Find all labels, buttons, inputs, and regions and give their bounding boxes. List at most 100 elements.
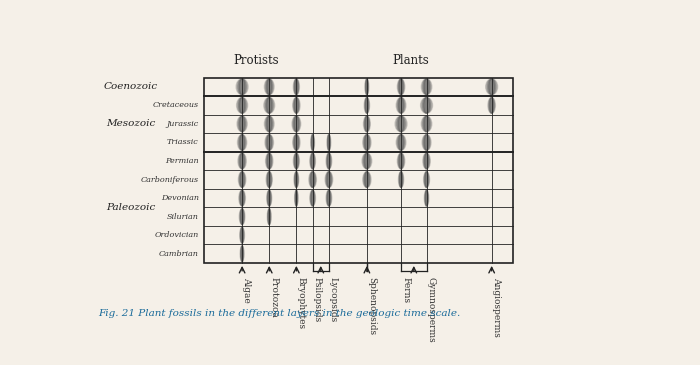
Ellipse shape (327, 135, 331, 150)
Ellipse shape (399, 153, 403, 169)
Ellipse shape (425, 172, 428, 188)
Ellipse shape (293, 97, 299, 113)
Ellipse shape (312, 190, 314, 206)
Ellipse shape (424, 97, 430, 113)
Ellipse shape (423, 116, 430, 132)
Ellipse shape (267, 153, 271, 169)
Ellipse shape (310, 190, 316, 206)
Ellipse shape (398, 97, 405, 113)
Text: Cretaceous: Cretaceous (153, 101, 199, 110)
Ellipse shape (294, 116, 298, 132)
Ellipse shape (240, 227, 244, 243)
Text: Angiosperms: Angiosperms (491, 277, 500, 337)
Ellipse shape (267, 116, 272, 132)
Ellipse shape (236, 79, 248, 95)
Ellipse shape (398, 135, 405, 150)
Ellipse shape (363, 153, 370, 169)
Ellipse shape (310, 172, 316, 188)
Ellipse shape (241, 246, 243, 262)
Ellipse shape (424, 116, 429, 132)
Ellipse shape (488, 97, 496, 113)
Ellipse shape (309, 172, 316, 188)
Ellipse shape (241, 190, 244, 206)
Ellipse shape (239, 227, 244, 243)
Ellipse shape (365, 153, 370, 169)
Ellipse shape (421, 116, 432, 132)
Ellipse shape (425, 153, 428, 169)
Ellipse shape (295, 79, 298, 95)
Text: Gymnosperms: Gymnosperms (426, 277, 435, 343)
Ellipse shape (293, 97, 300, 113)
Ellipse shape (239, 172, 245, 188)
Ellipse shape (240, 172, 244, 188)
Ellipse shape (424, 190, 429, 206)
Ellipse shape (268, 209, 271, 224)
Ellipse shape (267, 97, 272, 113)
Ellipse shape (398, 153, 404, 169)
Ellipse shape (265, 116, 274, 132)
Ellipse shape (240, 153, 244, 169)
Ellipse shape (265, 79, 273, 95)
Ellipse shape (362, 153, 372, 169)
Ellipse shape (328, 135, 330, 150)
Text: Protists: Protists (233, 54, 279, 67)
Ellipse shape (265, 79, 274, 95)
Ellipse shape (293, 153, 300, 169)
Ellipse shape (240, 209, 244, 224)
Ellipse shape (241, 246, 244, 262)
Ellipse shape (310, 153, 316, 169)
Ellipse shape (422, 135, 431, 150)
Text: Ordovician: Ordovician (155, 231, 199, 239)
Ellipse shape (396, 97, 406, 113)
Ellipse shape (327, 190, 331, 206)
Ellipse shape (327, 172, 331, 188)
Text: Mesozoic: Mesozoic (106, 119, 155, 128)
Text: Triassic: Triassic (167, 138, 199, 146)
Ellipse shape (239, 190, 246, 206)
Ellipse shape (237, 97, 248, 113)
Ellipse shape (399, 172, 403, 188)
Ellipse shape (423, 153, 430, 169)
Ellipse shape (365, 79, 369, 95)
Ellipse shape (294, 172, 299, 188)
Ellipse shape (241, 227, 244, 243)
Ellipse shape (421, 97, 433, 113)
Ellipse shape (267, 190, 271, 206)
Ellipse shape (365, 135, 369, 150)
Ellipse shape (267, 209, 271, 224)
Ellipse shape (426, 190, 428, 206)
Ellipse shape (400, 172, 402, 188)
Ellipse shape (363, 135, 371, 150)
Text: Algae: Algae (242, 277, 251, 303)
Ellipse shape (240, 246, 244, 262)
Ellipse shape (267, 135, 272, 150)
Ellipse shape (295, 172, 298, 188)
Ellipse shape (311, 190, 315, 206)
Ellipse shape (295, 190, 298, 206)
Ellipse shape (311, 153, 315, 169)
Ellipse shape (239, 116, 244, 132)
Ellipse shape (295, 172, 298, 188)
Ellipse shape (364, 172, 370, 188)
Text: Sphenopsids: Sphenopsids (367, 277, 376, 335)
Ellipse shape (265, 135, 274, 150)
Ellipse shape (311, 135, 314, 150)
Text: Fig. 21 Plant fossils in the different layers in the geologic time scale.: Fig. 21 Plant fossils in the different l… (98, 309, 461, 318)
Ellipse shape (424, 172, 430, 188)
Ellipse shape (424, 172, 429, 188)
Ellipse shape (364, 97, 370, 113)
Ellipse shape (328, 135, 330, 150)
Ellipse shape (311, 172, 314, 188)
Ellipse shape (397, 116, 405, 132)
Ellipse shape (399, 79, 403, 95)
Text: Coenozoic: Coenozoic (104, 82, 158, 91)
Ellipse shape (398, 79, 404, 95)
Ellipse shape (267, 79, 272, 95)
Text: Psilopsids: Psilopsids (313, 277, 321, 322)
Ellipse shape (328, 153, 330, 169)
Ellipse shape (294, 153, 299, 169)
Ellipse shape (364, 116, 370, 132)
Ellipse shape (294, 79, 299, 95)
Ellipse shape (424, 135, 430, 150)
Ellipse shape (239, 135, 246, 150)
